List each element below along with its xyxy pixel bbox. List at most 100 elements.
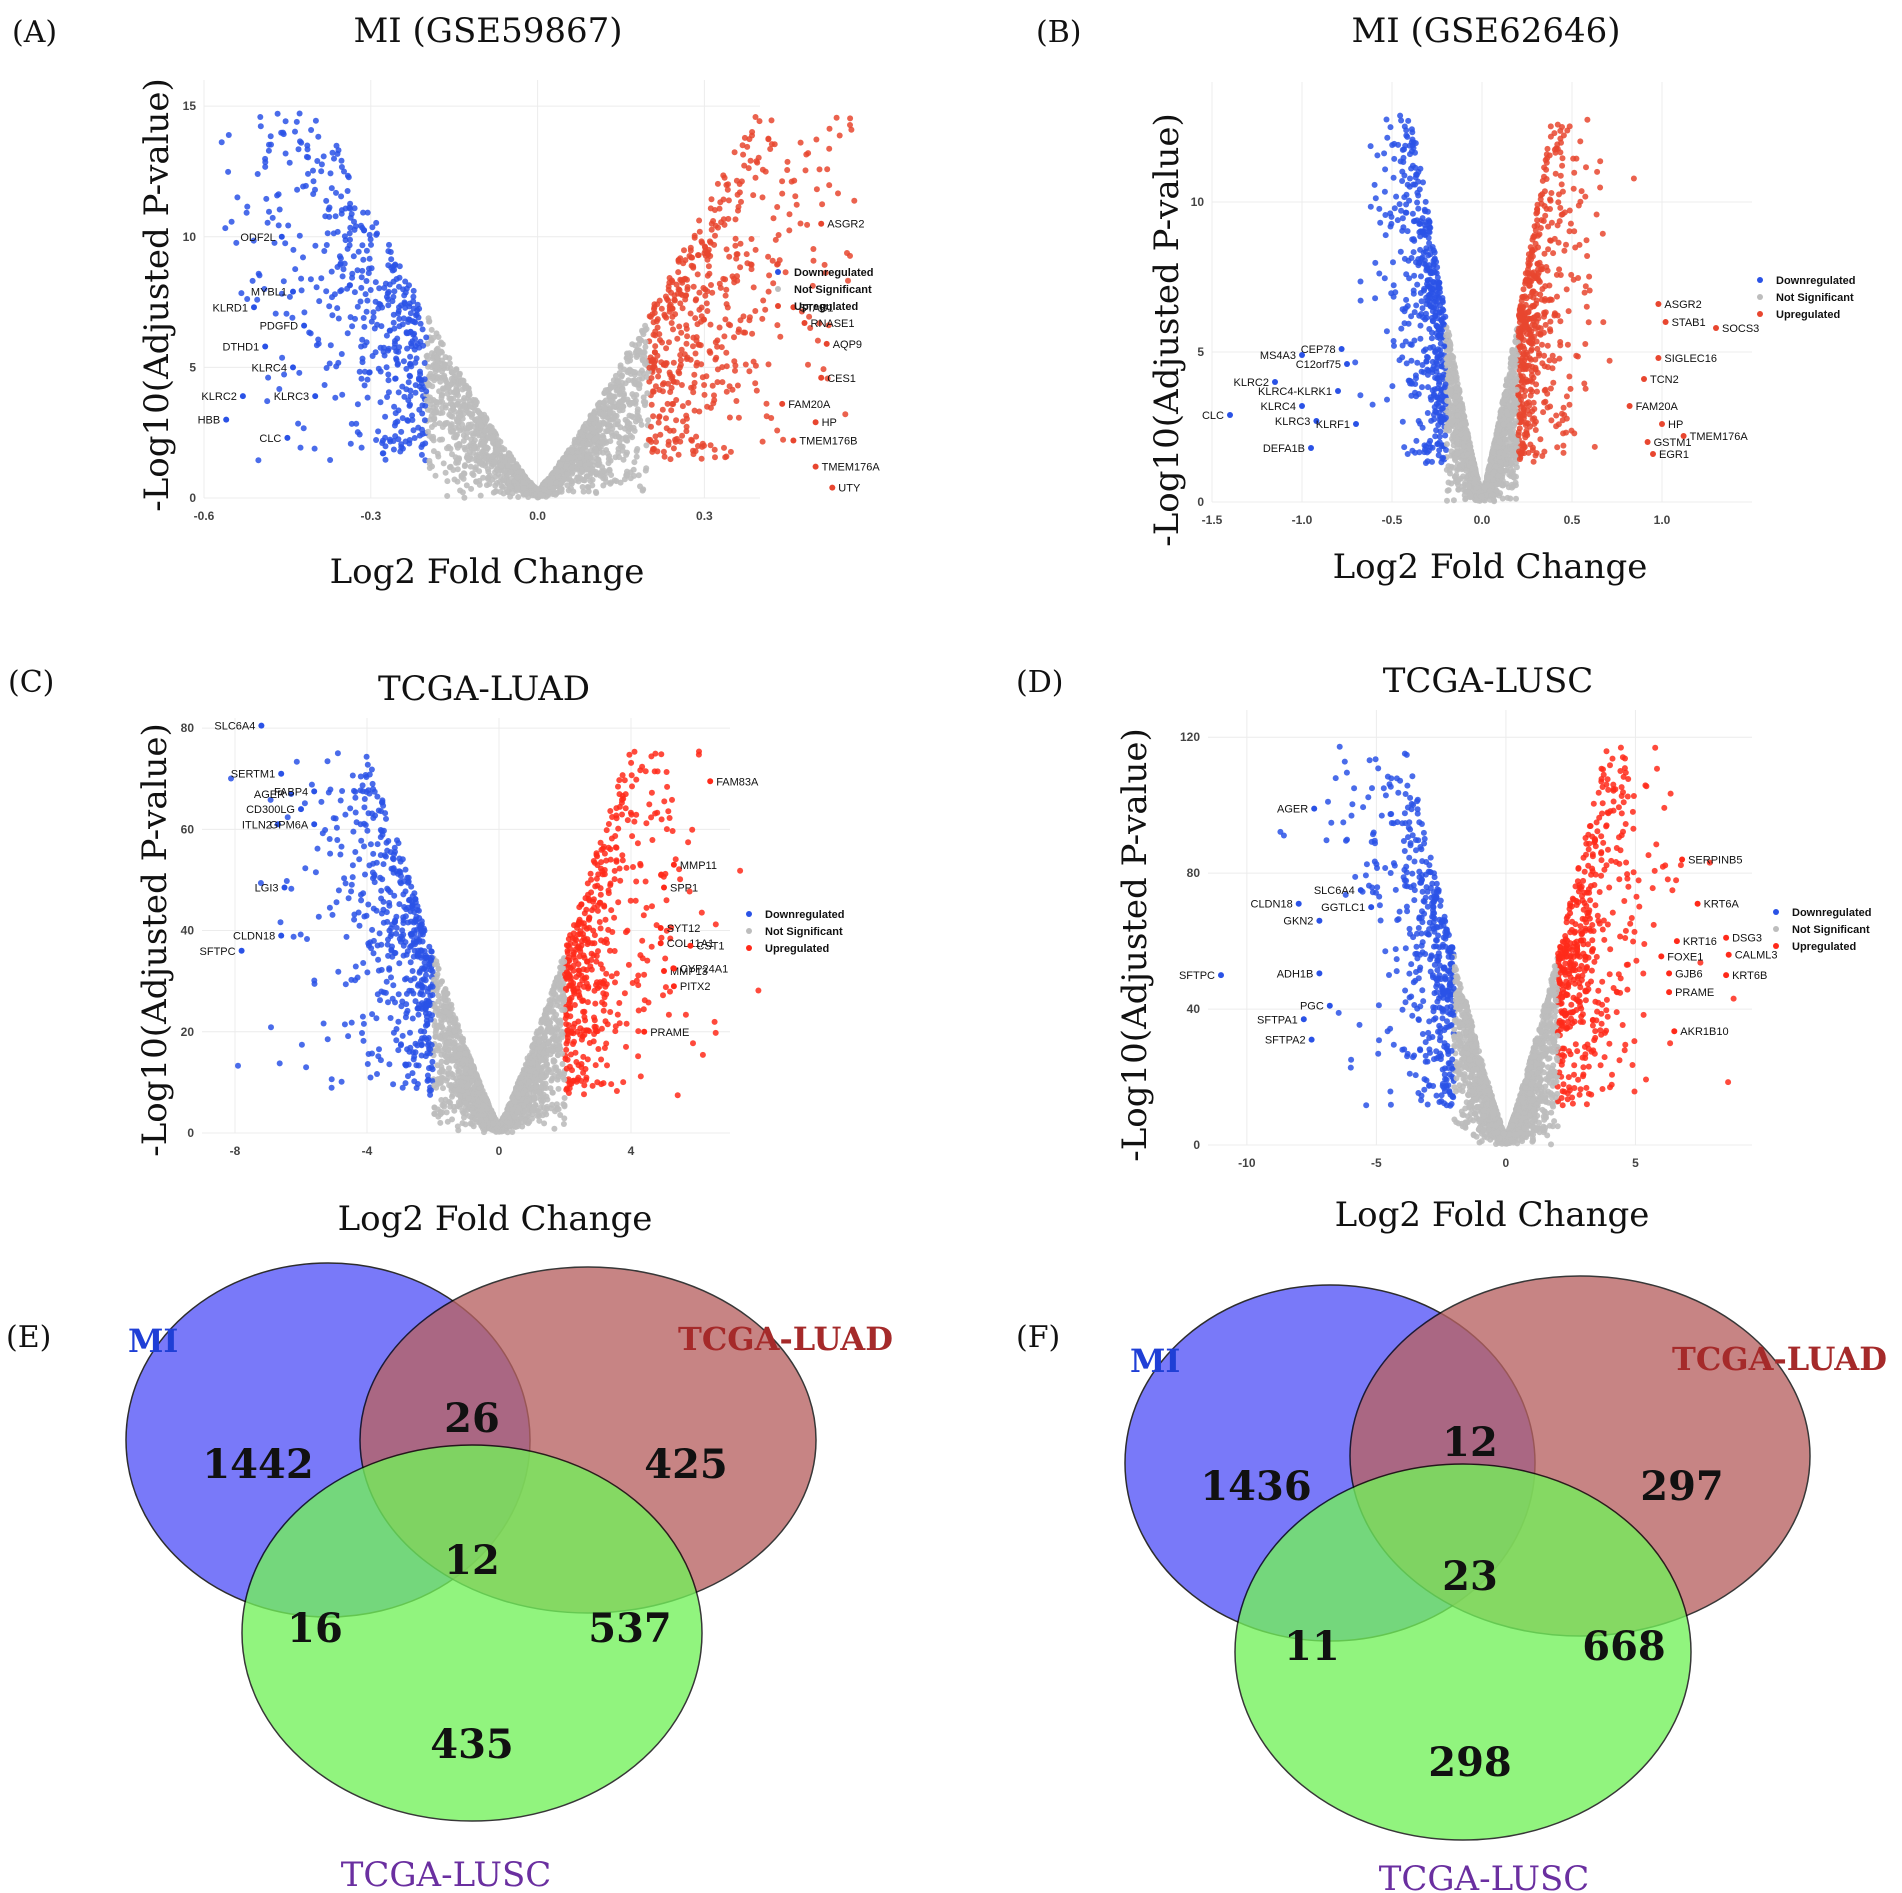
- point-ns-b: [1446, 467, 1453, 474]
- panel-label-b: (B): [1036, 15, 1081, 50]
- point-down-a: [410, 427, 417, 434]
- point-down-a: [346, 282, 353, 289]
- point-down-b: [1409, 210, 1416, 217]
- point-down-b: [1398, 325, 1405, 332]
- point-up-a: [675, 269, 682, 276]
- point-ns-a: [636, 370, 643, 377]
- point-up-a: [736, 181, 743, 187]
- point-down-a: [363, 308, 370, 315]
- point-down-a: [225, 168, 232, 175]
- point-up-a: [648, 401, 655, 408]
- point-ns-a: [446, 360, 453, 367]
- point-up-b: [1535, 244, 1541, 251]
- point-up-a: [716, 324, 723, 331]
- point-up-b: [1539, 286, 1546, 292]
- point-ns-a: [605, 456, 612, 462]
- point-up-b: [1515, 432, 1522, 439]
- point-down-b: [1403, 127, 1410, 134]
- point-ns-a: [643, 465, 650, 472]
- point-down-b: [1432, 349, 1439, 356]
- point-ns-a: [439, 409, 446, 416]
- point-down-a: [398, 441, 405, 448]
- point-ns-a: [615, 434, 622, 441]
- point-down-a: [310, 167, 316, 174]
- point-ns-a: [537, 491, 544, 498]
- point-down-a: [398, 428, 405, 435]
- point-down-a: [305, 170, 311, 177]
- point-up-a: [701, 442, 707, 449]
- point-up-a: [662, 360, 669, 367]
- point-up-a: [656, 367, 662, 374]
- point-up-b: [1551, 146, 1558, 153]
- point-ns-a: [624, 420, 631, 427]
- point-down-a: [386, 281, 393, 288]
- point-down-b: [1424, 410, 1431, 416]
- point-ns-a: [584, 453, 591, 460]
- point-up-a: [769, 257, 776, 264]
- points-a: [218, 110, 858, 501]
- point-up-a: [651, 306, 657, 312]
- point-ns-a: [575, 474, 582, 481]
- point-down-b: [1433, 359, 1440, 365]
- point-up-a: [820, 366, 827, 373]
- point-ns-a: [460, 470, 467, 477]
- point-ns-a: [460, 380, 467, 386]
- point-down-a: [225, 132, 232, 138]
- point-down-a: [352, 315, 358, 322]
- point-up-a: [767, 146, 774, 152]
- point-ns-a: [452, 387, 459, 394]
- point-up-a: [797, 220, 804, 227]
- point-down-b: [1404, 181, 1411, 188]
- point-down-b: [1376, 205, 1383, 212]
- legend-up-a: Upregulated: [794, 301, 858, 313]
- panel-label-a: (A): [12, 15, 57, 50]
- point-up-a: [814, 337, 821, 344]
- point-ns-a: [620, 456, 627, 463]
- point-down-a: [394, 335, 401, 342]
- point-ns-a: [476, 418, 483, 425]
- point-up-a: [698, 455, 705, 462]
- point-down-b: [1399, 306, 1406, 313]
- point-up-a: [657, 431, 664, 438]
- point-down-b: [1411, 337, 1418, 344]
- point-up-b: [1518, 297, 1525, 304]
- point-down-a: [326, 360, 333, 367]
- point-up-b: [1551, 357, 1558, 364]
- point-down-b: [1415, 418, 1422, 424]
- point-down-a: [295, 420, 302, 427]
- point-down-a: [396, 323, 403, 330]
- point-down-b: [1413, 393, 1420, 400]
- gene-label-a: TMEM176B: [799, 436, 857, 448]
- point-ns-a: [628, 400, 635, 406]
- point-down-a: [296, 369, 303, 376]
- point-up-a: [710, 400, 717, 407]
- point-down-b: [1390, 259, 1396, 266]
- point-down-a: [329, 149, 336, 156]
- point-down-b: [1429, 369, 1436, 376]
- point-down-a: [407, 353, 414, 360]
- point-ns-b: [1448, 448, 1455, 455]
- point-ns-a: [643, 326, 650, 332]
- point-ns-b: [1467, 491, 1474, 498]
- point-up-a: [763, 413, 770, 420]
- point-up-a: [726, 383, 733, 390]
- point-down-a: [407, 401, 413, 408]
- point-down-b: [1414, 281, 1421, 288]
- point-up-a: [666, 339, 672, 346]
- point-down-a: [298, 287, 305, 294]
- point-ns-b: [1443, 360, 1450, 367]
- point-down-b: [1415, 205, 1422, 212]
- point-up-a: [727, 448, 734, 455]
- point-up-a: [656, 386, 663, 393]
- point-down-b: [1399, 215, 1406, 222]
- point-down-a: [298, 275, 305, 282]
- point-up-a: [733, 398, 740, 404]
- point-down-a: [274, 110, 281, 117]
- point-down-b: [1408, 148, 1415, 155]
- gene-label-a: CLC: [259, 433, 281, 445]
- point-ns-a: [454, 401, 461, 408]
- point-ns-a: [630, 466, 637, 473]
- point-down-a: [340, 266, 347, 273]
- point-down-a: [361, 323, 368, 330]
- point-up-a: [670, 445, 677, 452]
